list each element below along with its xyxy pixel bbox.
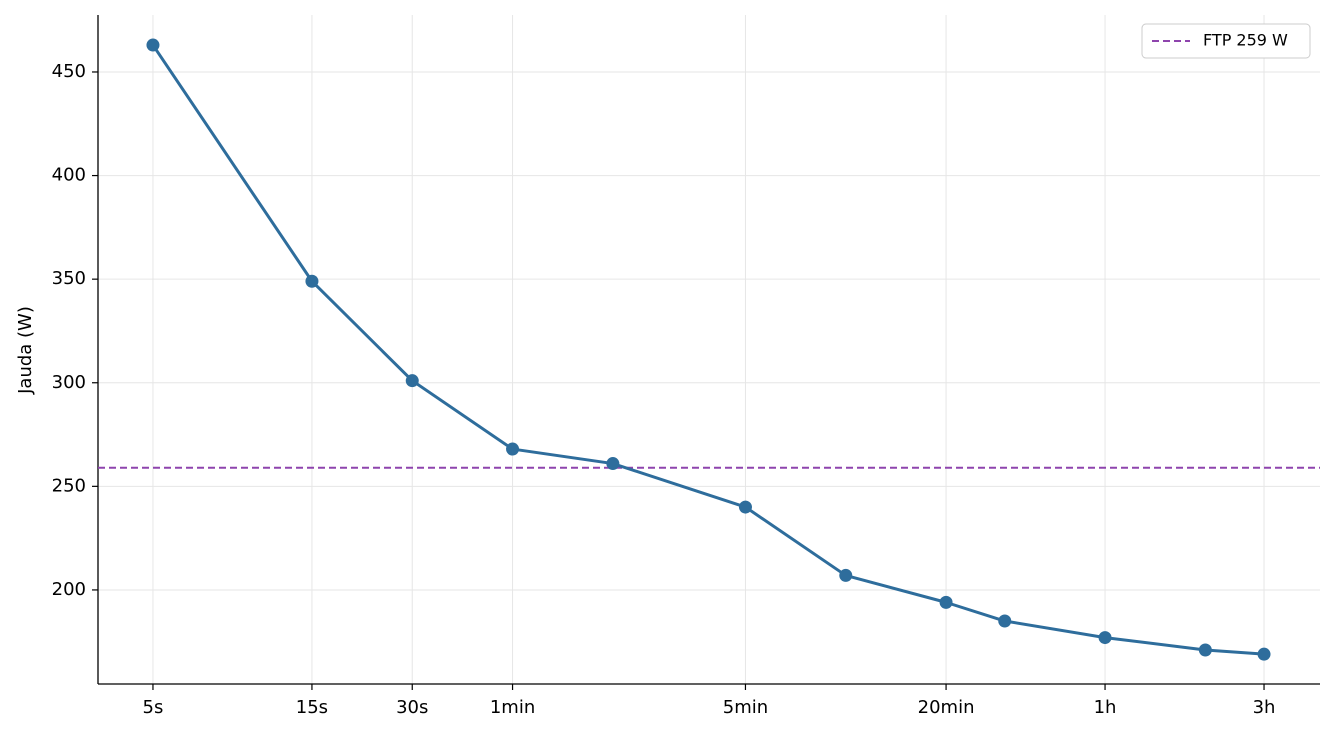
data-point <box>738 500 752 514</box>
x-tick-label: 3h <box>1253 697 1276 718</box>
data-point <box>305 274 319 288</box>
x-tick-label: 5s <box>143 697 164 718</box>
x-tick-label: 5min <box>723 697 768 718</box>
y-tick-label: 400 <box>52 165 86 186</box>
x-tick-label: 15s <box>296 697 328 718</box>
legend: FTP 259 W <box>1141 23 1311 59</box>
y-tick-label: 250 <box>52 475 86 496</box>
data-point <box>839 568 853 582</box>
data-point <box>998 614 1012 628</box>
x-tick-label: 1min <box>490 697 535 718</box>
x-tick-label: 1h <box>1094 697 1117 718</box>
data-point <box>405 374 419 388</box>
legend-box <box>1141 23 1311 59</box>
data-point <box>939 595 953 609</box>
series-line <box>151 44 1265 656</box>
y-tick-label: 300 <box>52 372 86 393</box>
x-tick-label: 30s <box>396 697 428 718</box>
legend-label: FTP 259 W <box>1203 31 1288 50</box>
data-point <box>606 457 620 471</box>
data-point <box>1098 631 1112 645</box>
data-point <box>146 38 160 52</box>
y-tick-label: 350 <box>52 268 86 289</box>
y-axis-label: Jauda (W) <box>15 306 36 395</box>
x-tick-label: 20min <box>918 697 975 718</box>
data-point <box>506 442 520 456</box>
data-point <box>1198 643 1212 657</box>
y-tick-label: 450 <box>52 61 86 82</box>
data-point <box>1257 647 1271 661</box>
y-tick-label: 200 <box>52 579 86 600</box>
